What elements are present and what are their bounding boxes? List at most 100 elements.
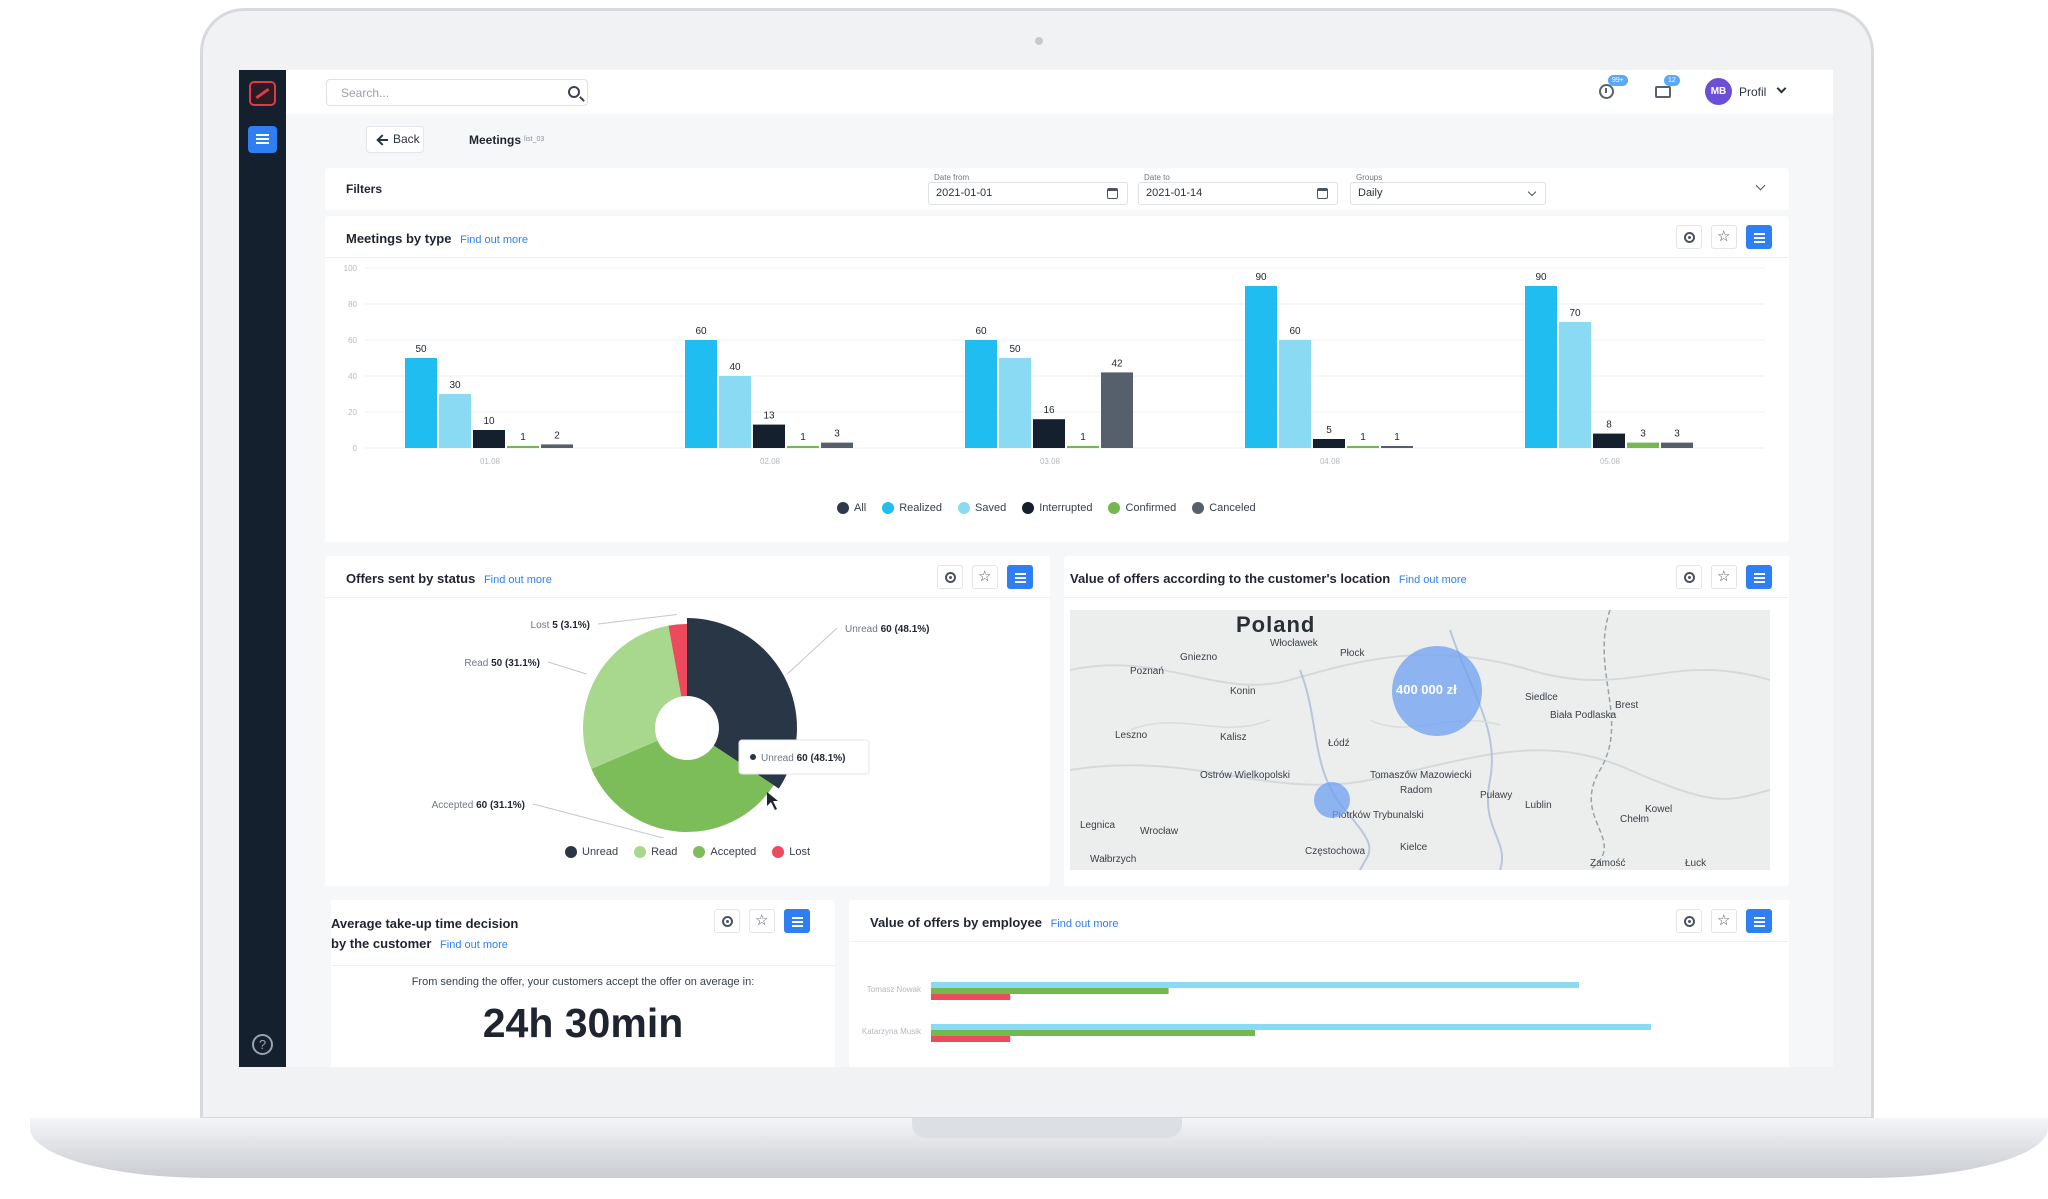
bar-value-label: 10 <box>483 416 495 427</box>
gear-icon <box>1684 916 1695 927</box>
map-bubble-lodz[interactable] <box>1314 782 1350 818</box>
offers-legend: Unread Read Accepted Lost <box>565 846 810 858</box>
map-bubble-warsaw[interactable] <box>1392 646 1482 736</box>
favorite-button[interactable]: ☆ <box>1711 909 1737 933</box>
list-view-button[interactable] <box>1746 565 1772 589</box>
bar <box>1627 442 1659 448</box>
chevron-down-icon[interactable] <box>1776 83 1787 94</box>
card-title: Value of offers according to the custome… <box>1070 571 1467 586</box>
favorite-button[interactable]: ☆ <box>1711 565 1737 589</box>
date-from-input[interactable]: 2021-01-01 <box>928 182 1128 205</box>
chevron-down-icon[interactable] <box>1755 180 1766 191</box>
list-icon <box>1754 577 1765 579</box>
favorite-button[interactable]: ☆ <box>1711 225 1737 249</box>
clock-icon[interactable] <box>1599 84 1614 99</box>
x-tick-label: 04.08 <box>1320 457 1341 466</box>
legend-dot <box>837 502 849 514</box>
logo-icon[interactable] <box>249 81 276 106</box>
card-title: Average take-up time decision by the cus… <box>331 914 518 955</box>
list-icon <box>792 917 803 919</box>
gear-icon <box>945 572 956 583</box>
map-city-label: Ostrów Wielkopolski <box>1200 770 1291 781</box>
map-city-label: Piotrków Trybunalski <box>1332 810 1424 821</box>
legend-dot <box>772 846 785 858</box>
mail-icon[interactable] <box>1655 86 1671 98</box>
bar <box>1101 372 1133 448</box>
back-button[interactable]: Back <box>366 126 424 153</box>
takeup-value: 24h 30min <box>482 1000 684 1046</box>
legend-item[interactable]: Confirmed <box>1108 502 1176 514</box>
offers-card: Offers sent by status Find out more ☆ Un… <box>325 556 1050 886</box>
list-view-button[interactable] <box>784 909 810 933</box>
bar <box>999 358 1031 448</box>
list-view-button[interactable] <box>1746 909 1772 933</box>
menu-icon <box>256 134 269 136</box>
bar <box>1661 442 1693 448</box>
list-view-button[interactable] <box>1007 565 1033 589</box>
y-category-label: Katarzyna Musik <box>862 1027 922 1036</box>
pie-label-line <box>787 627 838 675</box>
gear-icon <box>1684 572 1695 583</box>
map-city-label: Zamość <box>1590 858 1626 869</box>
settings-button[interactable] <box>937 565 963 589</box>
hbar <box>931 994 1011 1000</box>
card-title: Value of offers by employee Find out mor… <box>870 915 1118 930</box>
favorite-button[interactable]: ☆ <box>749 909 775 933</box>
search-input[interactable] <box>326 79 588 106</box>
calendar-icon[interactable] <box>1107 188 1118 199</box>
find-out-more-link[interactable]: Find out more <box>460 234 528 246</box>
legend-item[interactable]: Accepted <box>693 846 756 858</box>
date-from-field[interactable]: Date from 2021-01-01 <box>928 173 1128 205</box>
legend-item[interactable]: Interrupted <box>1022 502 1092 514</box>
map-city-label: Częstochowa <box>1305 846 1366 857</box>
tooltip-box <box>738 739 870 775</box>
x-tick-label: 03.08 <box>1040 457 1061 466</box>
bar-value-label: 60 <box>1289 326 1301 337</box>
list-view-button[interactable] <box>1746 225 1772 249</box>
settings-button[interactable] <box>714 909 740 933</box>
profile-label[interactable]: Profil <box>1739 85 1767 99</box>
settings-button[interactable] <box>1676 225 1702 249</box>
legend-item[interactable]: Canceled <box>1192 502 1256 514</box>
avatar[interactable]: MB <box>1705 78 1732 105</box>
find-out-more-link[interactable]: Find out more <box>1398 574 1467 586</box>
favorite-button[interactable]: ☆ <box>972 565 998 589</box>
card-title: Offers sent by status Find out more <box>346 571 552 586</box>
groups-field[interactable]: Groups Daily <box>1350 173 1546 205</box>
offers-pie-chart: Unread 60 (48.1%) Accepted 60 (31.1%) Read… <box>432 613 930 838</box>
legend-dot <box>693 846 706 858</box>
find-out-more-link[interactable]: Find out more <box>440 939 508 951</box>
settings-button[interactable] <box>1676 909 1702 933</box>
bar <box>1067 446 1099 448</box>
list-icon <box>1754 573 1765 575</box>
date-to-input[interactable]: 2021-01-14 <box>1138 182 1338 205</box>
legend-item[interactable]: Read <box>634 846 677 858</box>
legend-item[interactable]: Realized <box>882 502 942 514</box>
legend-item[interactable]: Lost <box>772 846 810 858</box>
location-map[interactable]: Poland Włocławek Płock Gniezno Poznań Konin S… <box>1070 610 1770 870</box>
find-out-more-link[interactable]: Find out more <box>1050 918 1119 930</box>
employee-card: Value of offers by employee Find out mor… <box>849 900 1789 1067</box>
menu-button[interactable] <box>248 126 277 153</box>
bar-value-label: 90 <box>1535 272 1547 283</box>
groups-select[interactable]: Daily <box>1350 182 1546 205</box>
map-city-label: Leszno <box>1115 730 1148 741</box>
search-icon[interactable] <box>568 86 580 98</box>
legend-item[interactable]: Saved <box>958 502 1006 514</box>
help-icon[interactable]: ? <box>252 1034 273 1055</box>
star-icon: ☆ <box>755 912 769 929</box>
menu-icon <box>256 138 269 140</box>
y-tick-label: 80 <box>348 300 357 309</box>
legend-item[interactable]: All <box>837 502 866 514</box>
pie-label: Unread 60 (48.1%) <box>845 624 930 635</box>
legend-item[interactable]: Unread <box>565 846 618 858</box>
date-to-field[interactable]: Date to 2021-01-14 <box>1138 173 1338 205</box>
find-out-more-link[interactable]: Find out more <box>483 574 552 586</box>
bar <box>1245 286 1277 448</box>
takeup-title-line2: by the customer <box>331 936 432 951</box>
calendar-icon[interactable] <box>1317 188 1328 199</box>
settings-button[interactable] <box>1676 565 1702 589</box>
pie-label: Lost 5 (3.1%) <box>531 620 590 631</box>
y-tick-label: 60 <box>348 336 357 345</box>
date-from-label: Date from <box>934 173 970 182</box>
